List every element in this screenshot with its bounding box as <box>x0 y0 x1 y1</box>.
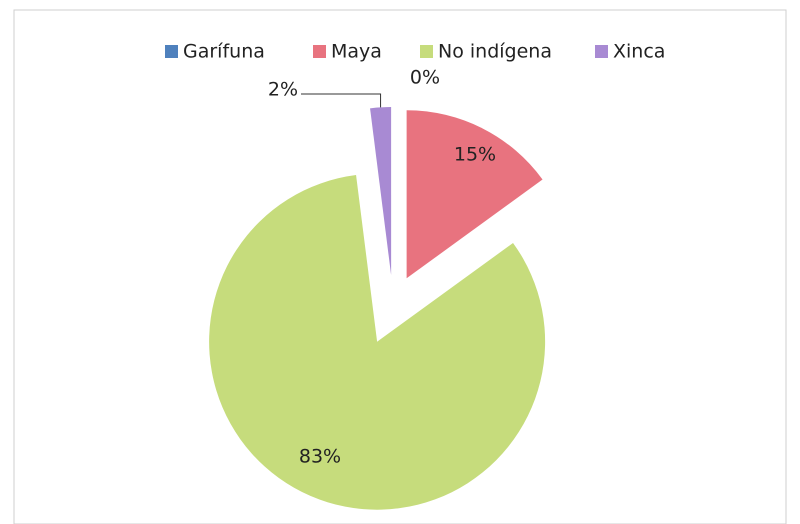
legend-swatch <box>165 45 178 58</box>
data-label: 0% <box>410 67 440 89</box>
legend-swatch <box>420 45 433 58</box>
legend-label: Maya <box>331 41 382 63</box>
legend-label: Garífuna <box>183 41 265 63</box>
data-label: 2% <box>268 79 298 101</box>
legend-label: Xinca <box>613 41 665 63</box>
pie-slice <box>406 110 543 279</box>
data-label: 15% <box>454 144 496 166</box>
legend-swatch <box>313 45 326 58</box>
data-label: 83% <box>299 446 341 468</box>
pie-slice <box>370 107 392 276</box>
legend-label: No indígena <box>438 41 552 63</box>
legend-swatch <box>595 45 608 58</box>
leader-line <box>301 93 382 108</box>
pie-slice <box>209 175 546 510</box>
